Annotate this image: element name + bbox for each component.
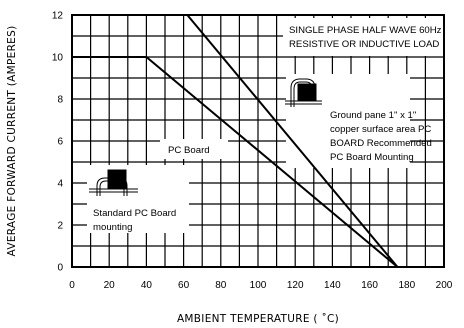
x-tick-label: 60 (178, 280, 190, 291)
y-tick-label: 0 (57, 263, 63, 274)
y-axis-title: AVERAGE FORWARD CURRENT (AMPERES) (6, 26, 18, 257)
condition-box (283, 18, 443, 56)
standard-line-1: Standard PC Board (93, 208, 176, 219)
x-tick-labels: 0 20 40 60 80 100 120 140 160 180 200 (69, 280, 453, 291)
x-tick-label: 180 (398, 280, 415, 291)
y-tick-label: 8 (57, 95, 63, 106)
ground-pane-line-3: BOARD Recommended (330, 138, 432, 149)
plot-frame (71, 14, 445, 268)
ground-pane-line-1: Ground pane 1" x 1" (330, 110, 416, 121)
y-tick-label: 4 (57, 179, 63, 190)
condition-line-2: RESISTIVE OR INDUCTIVE LOAD (289, 39, 439, 50)
pc-board-label: PC Board (168, 145, 210, 156)
standard-mount-icon (89, 169, 138, 196)
series-lines (72, 14, 399, 268)
x-tick-label: 20 (104, 280, 116, 291)
ground-pane-line-4: PC Board Mounting (330, 152, 414, 163)
y-tick-label: 12 (52, 11, 64, 22)
ground-pane-mount-icon (285, 78, 322, 107)
x-tick-label: 160 (361, 280, 378, 291)
standard-line-2: mounting (93, 222, 132, 233)
y-tick-labels: 0 2 4 6 8 10 12 (52, 11, 64, 274)
y-tick-label: 10 (52, 53, 64, 64)
x-axis-title: AMBIENT TEMPERATURE ( ˚C) (177, 313, 339, 325)
x-tick-label: 120 (287, 280, 304, 291)
x-tick-label: 80 (215, 280, 227, 291)
x-tick-label: 140 (324, 280, 341, 291)
ground-pane-line-2: copper surface area PC (330, 124, 431, 135)
condition-line-1: SINGLE PHASE HALF WAVE 60Hz (289, 25, 442, 36)
x-tick-label: 0 (69, 280, 75, 291)
x-tick-label: 40 (141, 280, 153, 291)
y-tick-label: 6 (57, 137, 63, 148)
standard-box (87, 165, 189, 233)
series-line-2 (72, 56, 399, 268)
x-tick-label: 200 (436, 280, 453, 291)
y-tick-label: 2 (57, 221, 63, 232)
x-tick-label: 100 (250, 280, 267, 291)
series-line-1 (72, 14, 399, 268)
pc-board-box (160, 139, 228, 159)
